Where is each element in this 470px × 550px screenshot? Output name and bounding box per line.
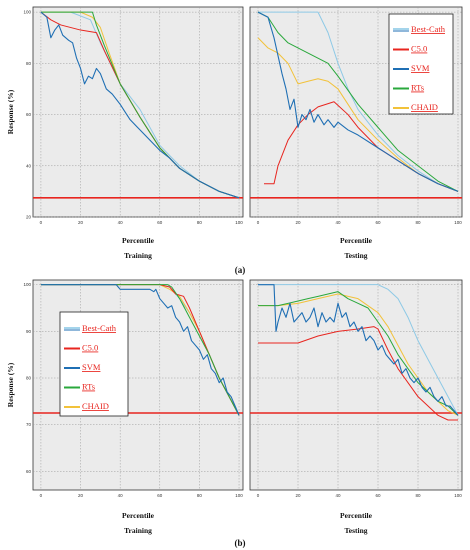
x-tick-label: 80 <box>197 220 203 225</box>
legend-label: Best-Cath <box>82 323 117 333</box>
series-line-c50 <box>258 326 458 421</box>
y-axis-label-a: Response (%) <box>6 89 15 134</box>
y-tick-label: 90 <box>26 329 32 334</box>
x-tick-label: 40 <box>335 220 341 225</box>
y-tick-label: 80 <box>26 376 32 381</box>
panel-a-training: 0 20 40 60 80 100 20 40 60 80 100 <box>23 6 244 225</box>
x-tick-label: 100 <box>235 493 243 498</box>
x-tick-label: 40 <box>335 493 341 498</box>
legend-items: Best-Cath C5.0 SVM RTs CHAID <box>393 24 446 112</box>
x-tick-label: 20 <box>295 493 301 498</box>
part-label-b: (b) <box>235 538 246 548</box>
x-tick-label: 100 <box>235 220 243 225</box>
x-tick-label: 60 <box>157 493 163 498</box>
x-tick-label: 60 <box>375 220 381 225</box>
part-label-a: (a) <box>235 265 246 275</box>
x-axis-label-a-training: Percentile <box>122 236 155 245</box>
y-tick-label: 100 <box>23 282 31 287</box>
panel-b-testing: 0 20 40 60 80 100 <box>249 279 463 498</box>
series-line-svm <box>257 11 459 192</box>
legend-a: Best-Cath C5.0 SVM RTs CHAID <box>388 13 454 115</box>
y-tick-label: 80 <box>26 61 32 66</box>
x-tick-label: 0 <box>257 493 260 498</box>
x-tick-label: 100 <box>454 220 462 225</box>
series-line-best-cath <box>258 284 459 416</box>
x-tick-label: 20 <box>78 493 84 498</box>
legend-label: RTs <box>82 382 95 392</box>
x-axis-label-b-testing: Percentile <box>340 511 373 520</box>
x-tick-label: 0 <box>40 220 43 225</box>
x-tick-label: 60 <box>157 220 163 225</box>
y-tick-label: 40 <box>26 163 32 168</box>
y-tick-label: 70 <box>26 422 32 427</box>
x-tick-label: 0 <box>257 220 260 225</box>
subtitle-a-training: Training <box>124 251 152 260</box>
y-tick-label: 100 <box>23 10 31 15</box>
legend-box <box>59 311 129 417</box>
series-line-rts <box>257 11 459 192</box>
legend-b: Best-Cath C5.0 SVM RTs CHAID <box>59 311 129 417</box>
y-tick-label: 60 <box>26 112 32 117</box>
x-tick-label: 100 <box>454 493 462 498</box>
series-line-svm <box>258 284 459 416</box>
plot-area <box>32 6 244 218</box>
legend-label: RTs <box>411 83 424 93</box>
subtitle-b-testing: Testing <box>344 526 367 535</box>
legend-label: C5.0 <box>82 343 98 353</box>
legend-label: Best-Cath <box>411 24 446 34</box>
legend-label: SVM <box>82 362 101 372</box>
series-line-rts <box>258 291 459 416</box>
legend-label: CHAID <box>82 401 109 411</box>
subtitle-b-training: Training <box>124 526 152 535</box>
legend-label: SVM <box>411 63 430 73</box>
y-axis-label-b: Response (%) <box>6 362 15 407</box>
legend-label: C5.0 <box>411 44 427 54</box>
x-tick-label: 80 <box>415 493 421 498</box>
x-axis-label-a-testing: Percentile <box>340 236 373 245</box>
y-tick-label: 60 <box>26 469 32 474</box>
series-line-svm <box>40 11 240 199</box>
series-line-svm <box>40 284 240 416</box>
x-tick-label: 80 <box>415 220 421 225</box>
x-tick-label: 40 <box>118 493 124 498</box>
x-tick-label: 20 <box>78 220 84 225</box>
panel-b-training: 0 20 40 60 80 100 60 70 80 90 100 <box>23 279 244 498</box>
y-tick-label: 20 <box>26 215 32 220</box>
x-tick-label: 60 <box>375 493 381 498</box>
x-tick-label: 80 <box>197 493 203 498</box>
x-tick-label: 40 <box>118 220 124 225</box>
x-tick-label: 20 <box>295 220 301 225</box>
x-tick-label: 0 <box>40 493 43 498</box>
legend-items: Best-Cath C5.0 SVM RTs CHAID <box>64 323 117 411</box>
x-axis-label-b-training: Percentile <box>122 511 155 520</box>
series-line-best-cath <box>258 11 459 192</box>
subtitle-a-testing: Testing <box>344 251 367 260</box>
legend-label: CHAID <box>411 102 438 112</box>
series-line-chaid <box>257 37 459 192</box>
plot-area <box>249 279 463 491</box>
